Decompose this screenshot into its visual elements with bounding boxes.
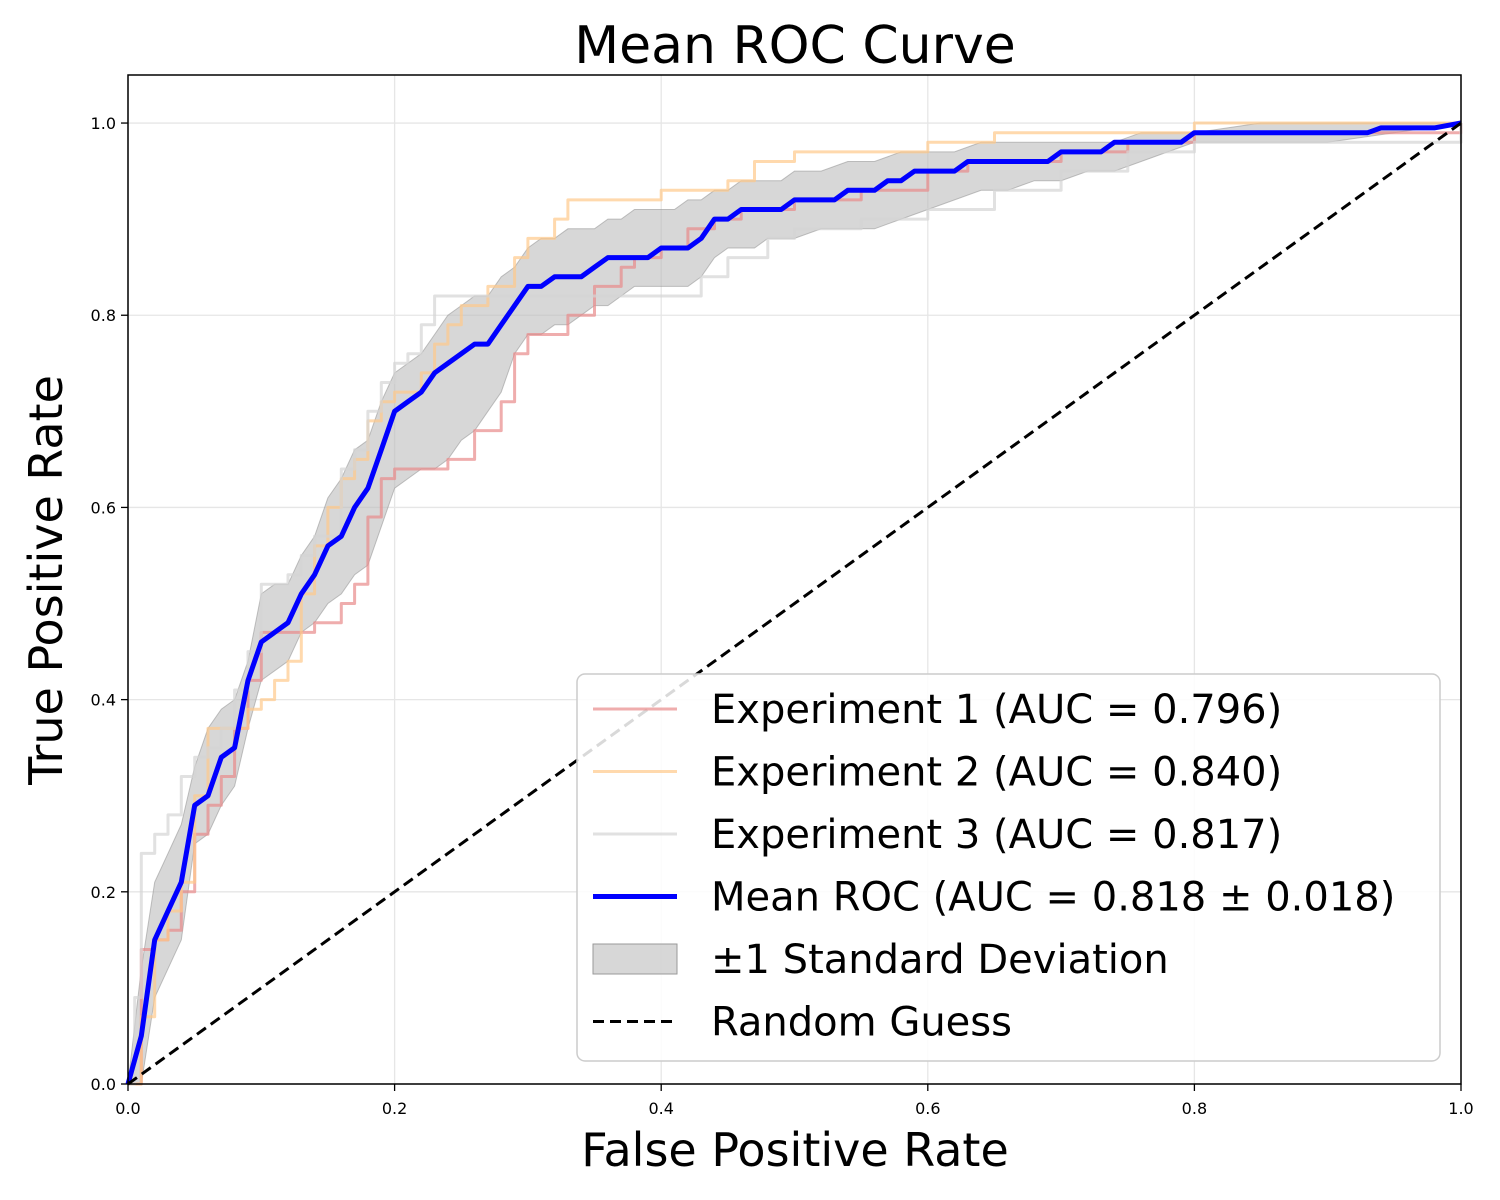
x-tick-label: 0.8 xyxy=(1182,1099,1207,1118)
y-tick-label: 0.8 xyxy=(91,306,116,325)
x-axis-label: False Positive Rate xyxy=(581,1123,1009,1177)
y-axis-label: True Positive Rate xyxy=(19,375,73,786)
x-tick-label: 0.0 xyxy=(115,1099,140,1118)
roc-chart: 0.0 0.2 0.4 0.6 0.8 1.0 0.0 0.2 0.4 0.6 0.8 1.0 Me… xyxy=(0,0,1500,1200)
legend-std-patch xyxy=(593,944,677,974)
y-tick-label: 0.4 xyxy=(91,691,116,710)
chart-title: Mean ROC Curve xyxy=(574,16,1016,76)
x-tick-label: 1.0 xyxy=(1448,1099,1473,1118)
x-tick-label: 0.4 xyxy=(648,1099,673,1118)
legend-label-6: Random Guess xyxy=(711,1000,1012,1046)
legend-label-3: Experiment 3 (AUC = 0.817) xyxy=(711,812,1282,858)
x-tick-label: 0.6 xyxy=(915,1099,940,1118)
legend-label-2: Experiment 2 (AUC = 0.840) xyxy=(711,750,1282,796)
y-tick-label: 0.6 xyxy=(91,498,116,517)
y-tick-label: 1.0 xyxy=(91,114,116,133)
legend-label-1: Experiment 1 (AUC = 0.796) xyxy=(711,687,1282,733)
legend: Experiment 1 (AUC = 0.796) Experiment 2 (… xyxy=(577,674,1440,1061)
y-tick-label: 0.2 xyxy=(91,883,116,902)
y-tick-label: 0.0 xyxy=(91,1075,116,1094)
legend-label-5: ±1 Standard Deviation xyxy=(711,937,1169,983)
x-tick-label: 0.2 xyxy=(382,1099,407,1118)
legend-label-4: Mean ROC (AUC = 0.818 ± 0.018) xyxy=(711,875,1395,921)
